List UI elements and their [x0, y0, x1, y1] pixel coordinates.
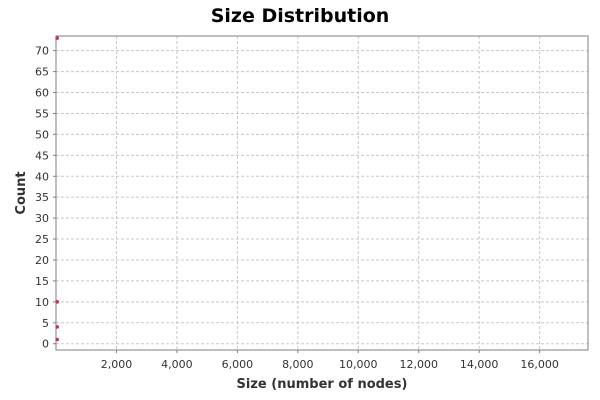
y-tick-label: 65	[35, 66, 49, 79]
x-tick-label: 14,000	[460, 358, 499, 371]
y-tick-label: 50	[35, 128, 49, 141]
x-tick-label: 2,000	[101, 358, 133, 371]
data-point	[55, 36, 60, 40]
y-tick-label: 0	[42, 338, 49, 351]
x-tick-label: 6,000	[222, 358, 254, 371]
y-axis-label: Count	[14, 171, 29, 214]
data-point	[55, 300, 60, 304]
x-axis-ticks: 2,000 4,000 6,000 8,000 10,000 12,000 14,000 16…	[101, 350, 559, 371]
x-tick-label: 8,000	[282, 358, 314, 371]
y-tick-label: 5	[42, 317, 49, 330]
plot-border	[55, 35, 589, 351]
plot-area	[56, 36, 588, 350]
y-tick-label: 60	[35, 87, 49, 100]
y-tick-label: 35	[35, 191, 49, 204]
y-tick-label: 45	[35, 149, 49, 162]
y-tick-label: 30	[35, 212, 49, 225]
x-tick-label: 12,000	[399, 358, 438, 371]
y-tick-label: 55	[35, 107, 49, 120]
x-tick-label: 16,000	[520, 358, 559, 371]
data-points	[55, 36, 60, 342]
data-point	[55, 325, 60, 329]
chart-title: Size Distribution	[211, 5, 390, 27]
y-axis-ticks: 0 5 10 15 20 25 30 35 40 45 50 55 60 65 70	[35, 45, 56, 351]
y-tick-label: 20	[35, 254, 49, 267]
y-tick-label: 15	[35, 275, 49, 288]
x-tick-label: 4,000	[161, 358, 193, 371]
grid-lines	[56, 36, 588, 350]
y-tick-label: 25	[35, 233, 49, 246]
y-tick-label: 40	[35, 170, 49, 183]
y-tick-label: 10	[35, 296, 49, 309]
y-tick-label: 70	[35, 45, 49, 58]
data-point	[55, 337, 60, 342]
x-tick-label: 10,000	[339, 358, 378, 371]
x-axis-label: Size (number of nodes)	[237, 377, 408, 392]
